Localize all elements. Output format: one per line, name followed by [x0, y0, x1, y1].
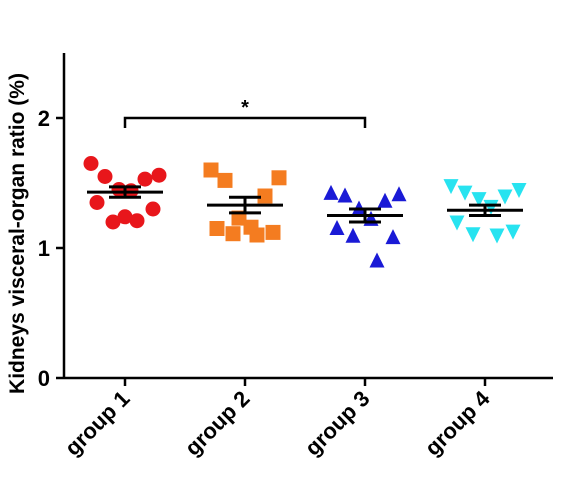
data-point [457, 185, 473, 201]
data-point [385, 229, 401, 245]
data-point [209, 221, 225, 236]
data-point [471, 192, 487, 208]
x-tick-label: group 2 [180, 386, 255, 461]
data-point [83, 156, 99, 171]
data-point [497, 189, 513, 205]
axis-labels: 0 1 2 group 1 group 2 group 3 group 4 Kidneys v… [6, 73, 495, 461]
data-point [345, 227, 361, 243]
data-point [97, 169, 113, 184]
data-point [391, 186, 407, 202]
significance-label: * [241, 97, 249, 119]
significance-annotations: * [123, 97, 367, 128]
data-point [443, 179, 459, 195]
data-point [337, 187, 353, 203]
data-point [369, 252, 385, 268]
data-point [89, 195, 105, 210]
x-tick-label: group 4 [420, 385, 495, 460]
data-point [257, 188, 273, 204]
data-points [83, 156, 527, 268]
y-tick-label: 1 [38, 236, 50, 261]
data-point [117, 209, 133, 225]
data-point [449, 215, 465, 231]
data-point [271, 170, 287, 186]
data-point [137, 171, 153, 187]
data-point [225, 226, 241, 242]
y-tick-label: 2 [38, 106, 50, 131]
significance-bracket [123, 116, 367, 128]
data-point [203, 162, 219, 178]
data-point [377, 192, 393, 208]
data-point [217, 172, 233, 188]
data-point [465, 227, 481, 243]
data-point [265, 224, 281, 240]
data-point [249, 227, 265, 243]
data-point [323, 184, 339, 200]
y-tick-label: 0 [38, 366, 50, 391]
data-point [151, 167, 167, 183]
data-point [129, 213, 145, 229]
x-tick-label: group 3 [300, 386, 375, 461]
data-point [505, 224, 521, 240]
x-tick-label: group 1 [60, 386, 135, 461]
axes [56, 53, 553, 386]
data-point [329, 220, 345, 235]
data-point [489, 228, 505, 244]
mean-sem-bars [87, 185, 523, 224]
data-point [145, 201, 161, 217]
data-point [105, 214, 121, 230]
data-point [511, 183, 527, 198]
y-axis-title: Kidneys visceral-organ ratio (%) [6, 73, 29, 394]
